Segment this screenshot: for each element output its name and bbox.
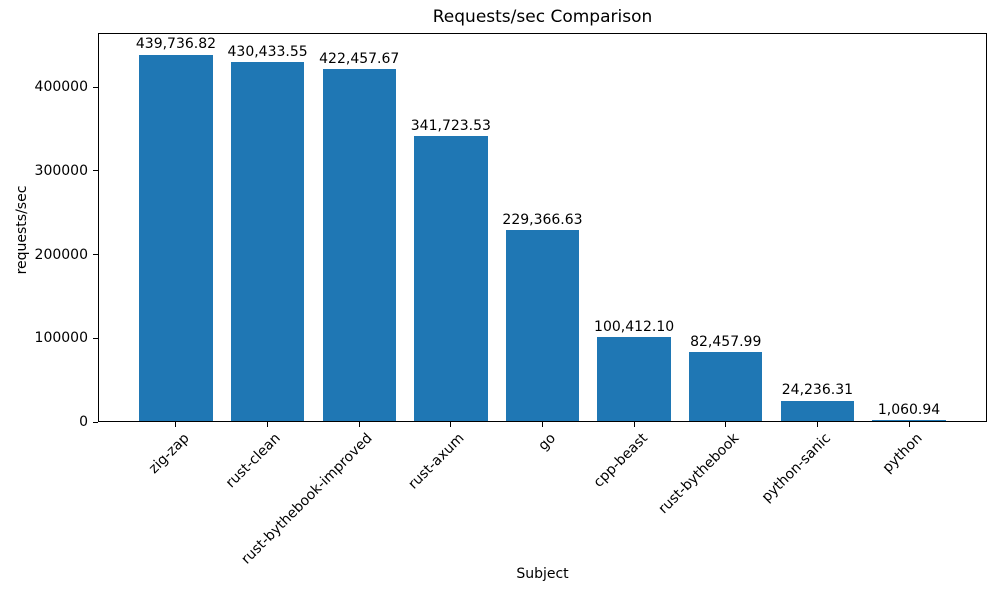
x-tick xyxy=(542,422,543,427)
bar-cpp-beast xyxy=(597,337,671,421)
bar-rust-bythebook xyxy=(689,352,763,421)
chart-title: Requests/sec Comparison xyxy=(432,7,653,27)
x-tick xyxy=(358,422,360,427)
x-tick xyxy=(725,422,727,427)
y-tick-label: 100000 xyxy=(34,330,88,347)
x-tick xyxy=(267,422,269,427)
x-tick-label: rust-axum xyxy=(405,430,468,493)
bar-value-label: 100,412.10 xyxy=(594,318,675,335)
x-tick xyxy=(175,422,177,427)
x-tick xyxy=(633,422,635,427)
y-tick xyxy=(93,86,98,88)
y-axis-label: requests/sec xyxy=(14,185,30,275)
bar-value-label: 24,236.31 xyxy=(781,382,854,399)
x-tick-label: python-sanic xyxy=(758,430,835,506)
bar-python xyxy=(872,420,946,421)
x-tick-label: rust-bythebook xyxy=(655,430,743,518)
bar-value-label: 229,366.63 xyxy=(502,211,583,228)
bar-value-label: 1,060.94 xyxy=(877,401,941,418)
y-tick xyxy=(93,170,98,172)
y-tick-label: 400000 xyxy=(34,79,88,95)
x-tick xyxy=(816,422,818,427)
bar-rust-clean xyxy=(230,62,305,421)
x-tick-label: go xyxy=(535,430,560,454)
y-tick-label: 300000 xyxy=(34,162,88,179)
bar-value-label: 82,457.99 xyxy=(690,333,762,350)
bar-go xyxy=(505,229,580,421)
y-tick xyxy=(93,421,98,423)
bar-python-sanic xyxy=(780,400,855,421)
y-tick-label: 200000 xyxy=(34,246,88,263)
bar-value-label: 439,736.82 xyxy=(135,36,217,53)
y-tick-label: 0 xyxy=(79,414,88,430)
bar-value-label: 341,723.53 xyxy=(410,117,491,134)
x-tick-label: rust-clean xyxy=(223,430,285,492)
plot-area: 439,736.82 430,433.55 422,457.67 341,723.53… xyxy=(98,33,987,422)
bar-value-label: 430,433.55 xyxy=(227,43,308,60)
bar-value-label: 422,457.67 xyxy=(319,50,400,67)
x-tick xyxy=(908,422,910,427)
x-tick-label: zig-zap xyxy=(145,430,193,477)
bar-zig-zap xyxy=(139,54,213,421)
x-tick-label: python xyxy=(879,430,926,477)
x-axis-label: Subject xyxy=(516,566,569,582)
y-tick xyxy=(93,254,98,255)
bar-rust-bythebook-improved xyxy=(322,69,396,421)
x-tick-label: cpp-beast xyxy=(590,430,651,491)
x-tick xyxy=(450,422,452,427)
bar-rust-axum xyxy=(414,136,488,421)
y-tick xyxy=(93,337,98,339)
